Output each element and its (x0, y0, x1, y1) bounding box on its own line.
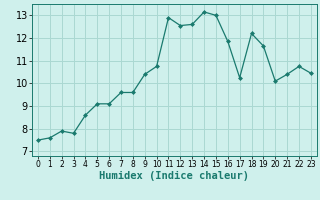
X-axis label: Humidex (Indice chaleur): Humidex (Indice chaleur) (100, 171, 249, 181)
